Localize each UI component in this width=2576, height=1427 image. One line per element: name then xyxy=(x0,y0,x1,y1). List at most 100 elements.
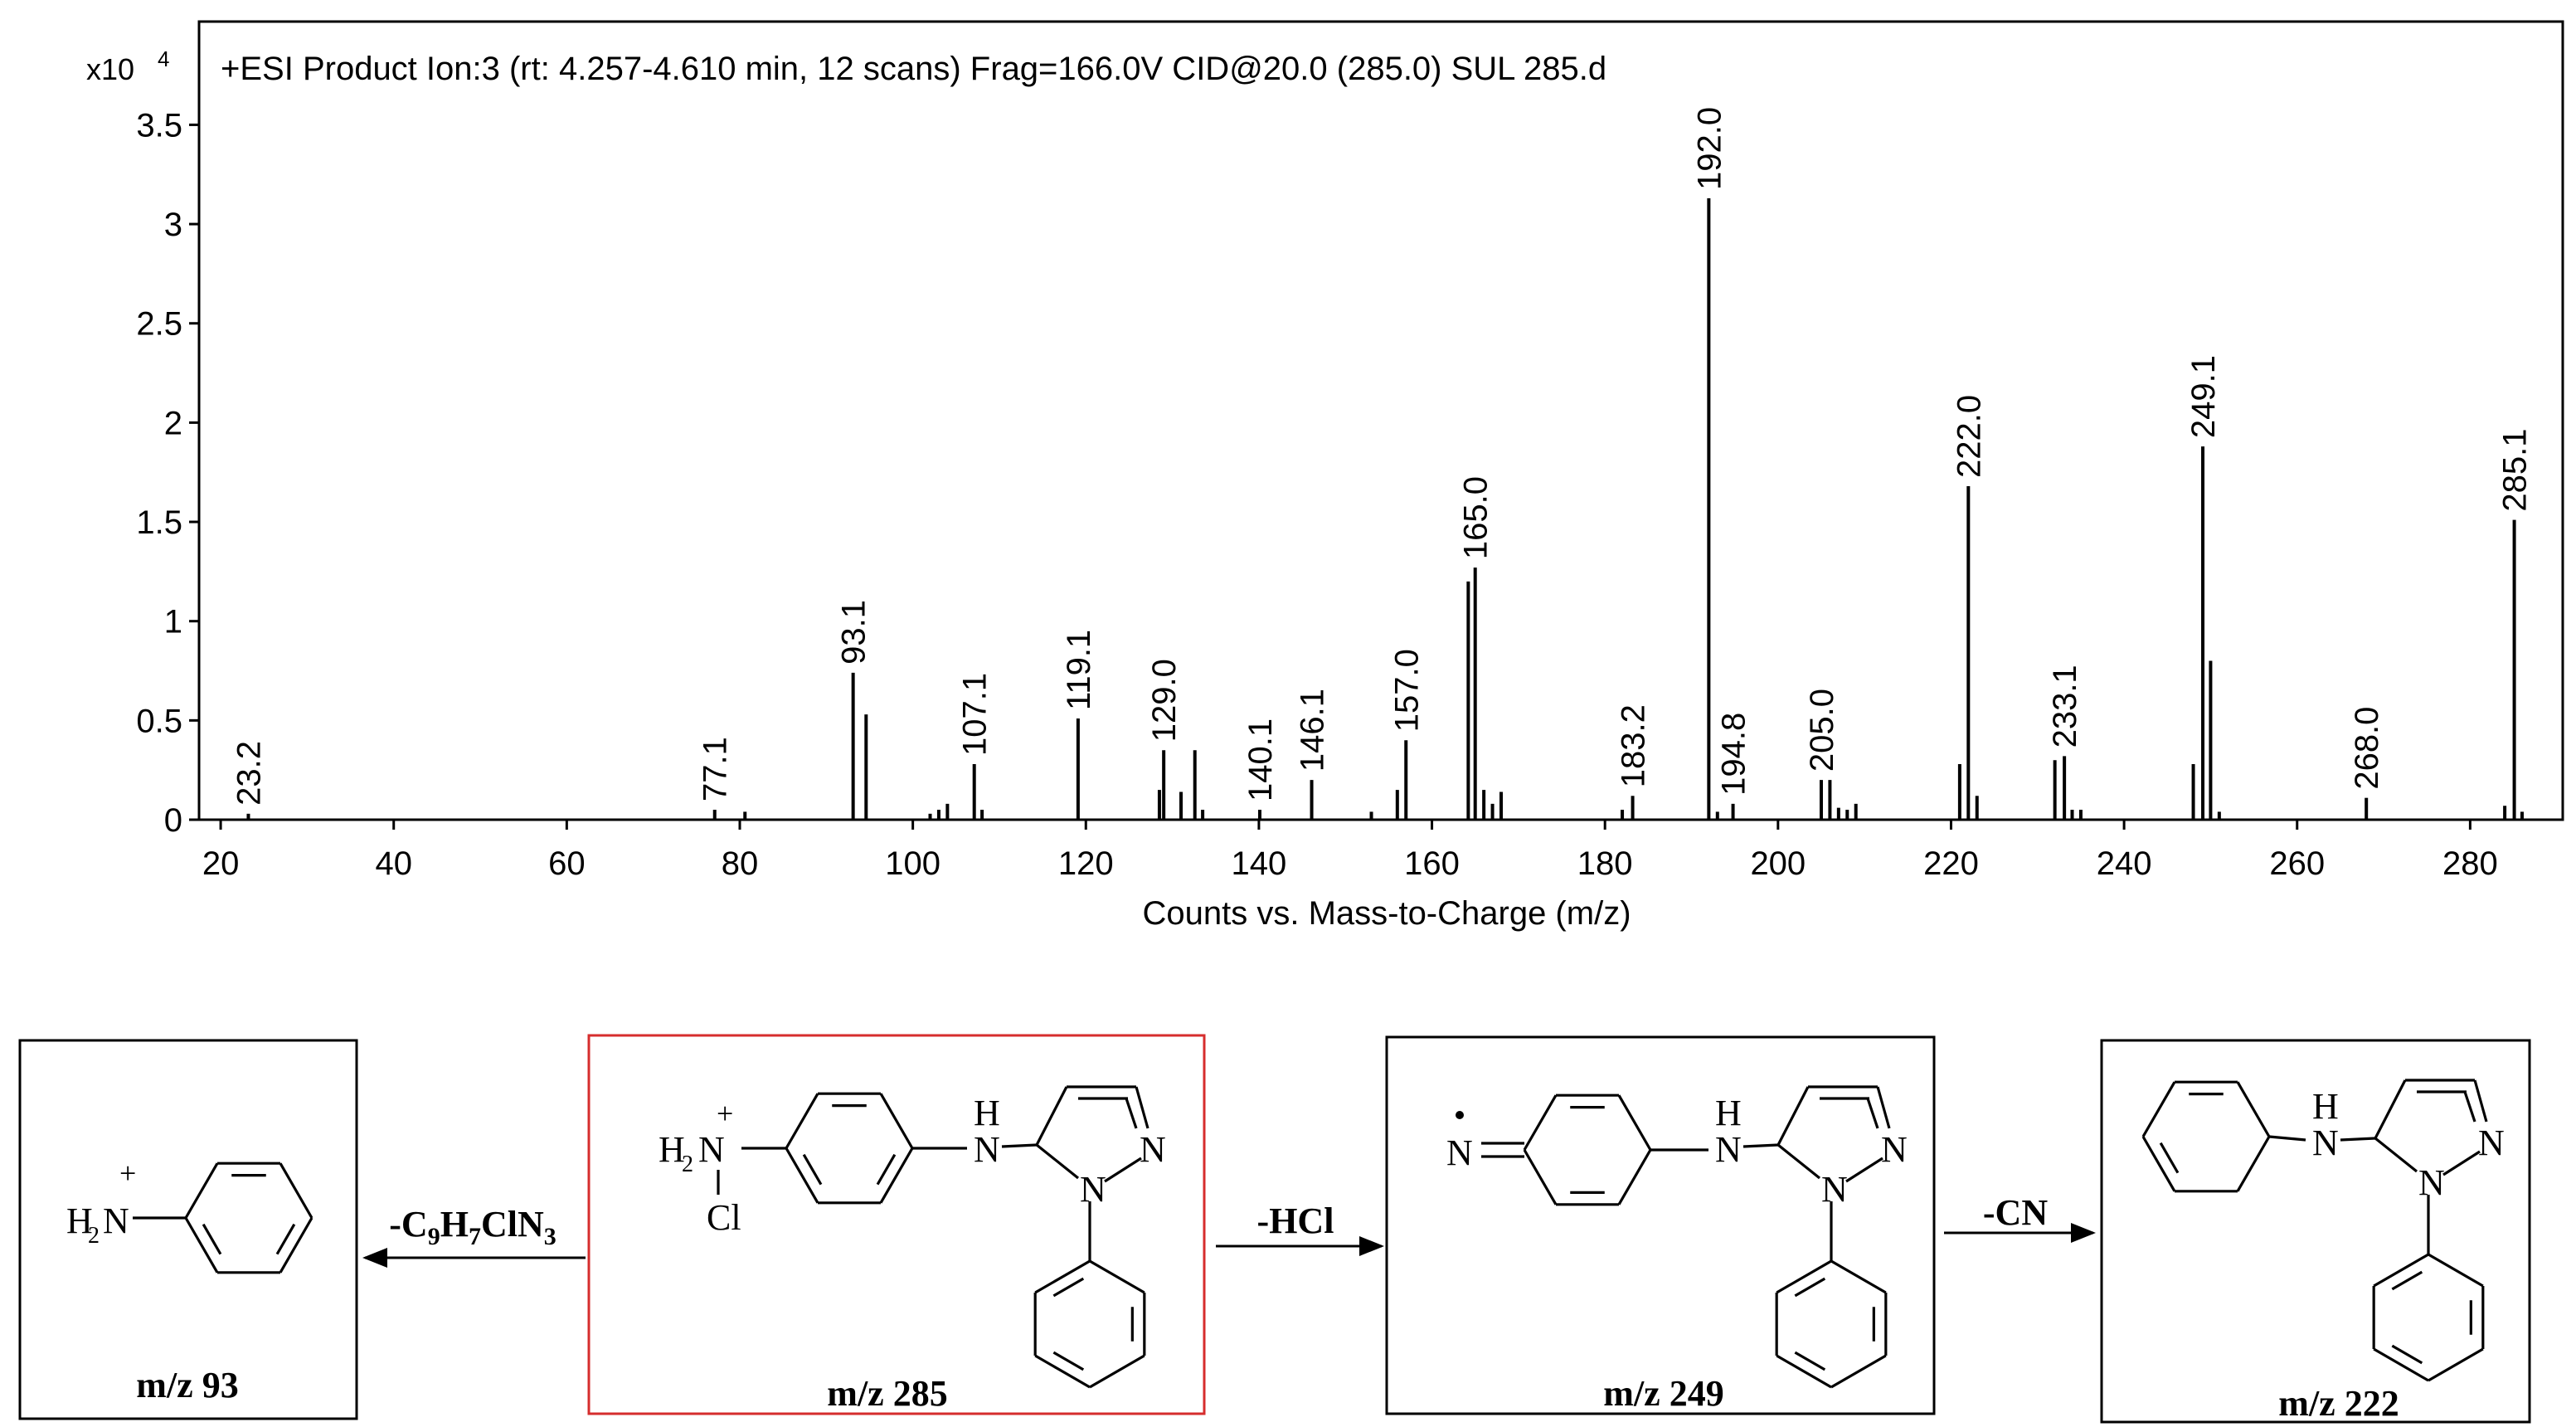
peak-label: 194.8 xyxy=(1716,713,1752,796)
caption: m/z 93 xyxy=(136,1365,238,1405)
bond xyxy=(876,1153,897,1186)
peak-label: 249.1 xyxy=(2185,355,2222,438)
bond xyxy=(1866,1098,1879,1129)
bond xyxy=(802,1153,823,1186)
bond xyxy=(184,1162,219,1219)
y-tick-label: 3.5 xyxy=(136,107,182,144)
box xyxy=(18,1039,358,1420)
y-tick-label: 1.5 xyxy=(136,504,182,541)
peak-label: 222.0 xyxy=(1951,395,1987,478)
atom-label: 2 xyxy=(88,1223,100,1249)
caption: m/z 249 xyxy=(1603,1373,1723,1414)
atom-label: N xyxy=(1446,1132,1473,1173)
peak-label: 183.2 xyxy=(1616,704,1652,787)
arrow-label-part: 3 xyxy=(544,1223,557,1250)
bond xyxy=(1776,1354,1832,1389)
bond xyxy=(279,1217,313,1274)
bond xyxy=(1052,1277,1085,1298)
atom-label: H xyxy=(974,1093,1000,1133)
atom-label: Cl xyxy=(707,1197,741,1238)
bond xyxy=(2391,1270,2423,1291)
bond xyxy=(1089,1354,1145,1389)
peak-label: 119.1 xyxy=(1061,630,1097,710)
x-tick-label: 140 xyxy=(1232,845,1287,882)
bond xyxy=(1034,1259,1091,1294)
y-multiplier-exponent: 4 xyxy=(158,46,169,71)
y-tick-label: 0.5 xyxy=(136,703,182,739)
atom-label: + xyxy=(119,1157,136,1190)
atom-label: N xyxy=(103,1201,129,1241)
x-tick-label: 260 xyxy=(2269,845,2325,882)
y-tick-label: 2 xyxy=(164,405,182,441)
x-axis-label: Counts vs. Mass-to-Charge (m/z) xyxy=(1142,895,1631,932)
arrow-label: -C9H7ClN3 xyxy=(389,1204,556,1250)
x-tick-label: 120 xyxy=(1058,845,1114,882)
bond xyxy=(1617,1094,1652,1151)
plot-frame xyxy=(197,20,2564,821)
box xyxy=(1385,1035,1936,1415)
bond xyxy=(2374,1079,2407,1139)
atom-label: H xyxy=(66,1201,93,1241)
arrow-label: -CN xyxy=(1983,1192,2048,1233)
bond xyxy=(1089,1259,1145,1294)
bond xyxy=(2442,1150,2481,1176)
atom-label: N xyxy=(698,1129,725,1170)
bond xyxy=(1052,1351,1085,1371)
x-tick-label: 280 xyxy=(2442,845,2498,882)
atom-label: N xyxy=(974,1129,1000,1170)
bond xyxy=(202,1223,222,1255)
bond xyxy=(184,1217,219,1274)
bond xyxy=(1742,1143,1779,1148)
bond xyxy=(275,1223,296,1255)
y-multiplier: x10 xyxy=(86,52,134,86)
bond xyxy=(1776,1086,1810,1146)
bond xyxy=(2236,1081,2271,1137)
bond xyxy=(1845,1157,1883,1183)
arrow-label-part: -HCl xyxy=(1257,1201,1334,1241)
atom-label: N xyxy=(1821,1169,1848,1210)
bond xyxy=(2373,1347,2429,1382)
bond xyxy=(1035,1086,1068,1146)
x-tick-label: 20 xyxy=(202,845,240,882)
peak-label: 140.1 xyxy=(1242,718,1279,801)
bond xyxy=(2391,1344,2423,1365)
bond xyxy=(2268,1135,2306,1142)
atom-label: N xyxy=(2312,1123,2339,1163)
x-tick-label: 180 xyxy=(1577,845,1633,882)
bond xyxy=(879,1093,914,1149)
atom-label: H xyxy=(659,1129,685,1170)
bond xyxy=(2428,1253,2484,1288)
bond xyxy=(2373,1253,2429,1288)
arrow-label-part: ClN xyxy=(481,1204,544,1244)
bond xyxy=(2159,1142,2180,1174)
atom-label: H xyxy=(1715,1093,1742,1133)
bond xyxy=(1794,1277,1826,1298)
bond xyxy=(2374,1137,2418,1173)
atom-label: N xyxy=(2478,1123,2505,1163)
atom-label: 2 xyxy=(682,1152,693,1177)
peak-label: 205.0 xyxy=(1804,689,1840,772)
peak-label: 107.1 xyxy=(957,673,994,756)
bond xyxy=(1617,1149,1652,1205)
box xyxy=(2100,1039,2531,1424)
peak-label: 146.1 xyxy=(1295,689,1331,772)
y-tick-label: 2.5 xyxy=(136,306,182,343)
bond xyxy=(2236,1136,2271,1192)
bond xyxy=(2141,1136,2176,1192)
x-tick-label: 220 xyxy=(1923,845,1979,882)
bond xyxy=(2428,1347,2484,1382)
x-tick-label: 240 xyxy=(2097,845,2152,882)
peak-label: 285.1 xyxy=(2497,429,2534,512)
arrow-label: -HCl xyxy=(1257,1201,1334,1241)
atom-label: N xyxy=(1715,1129,1742,1170)
bond xyxy=(1001,1143,1038,1148)
arrow-label-part: -C xyxy=(389,1204,427,1244)
x-tick-label: 40 xyxy=(375,845,412,882)
x-tick-label: 200 xyxy=(1750,845,1806,882)
peak-label: 165.0 xyxy=(1458,476,1495,559)
x-tick-label: 160 xyxy=(1404,845,1460,882)
caption: m/z 222 xyxy=(2278,1383,2399,1424)
arrow-label-part: 7 xyxy=(469,1223,481,1250)
bond xyxy=(1135,1086,1149,1129)
